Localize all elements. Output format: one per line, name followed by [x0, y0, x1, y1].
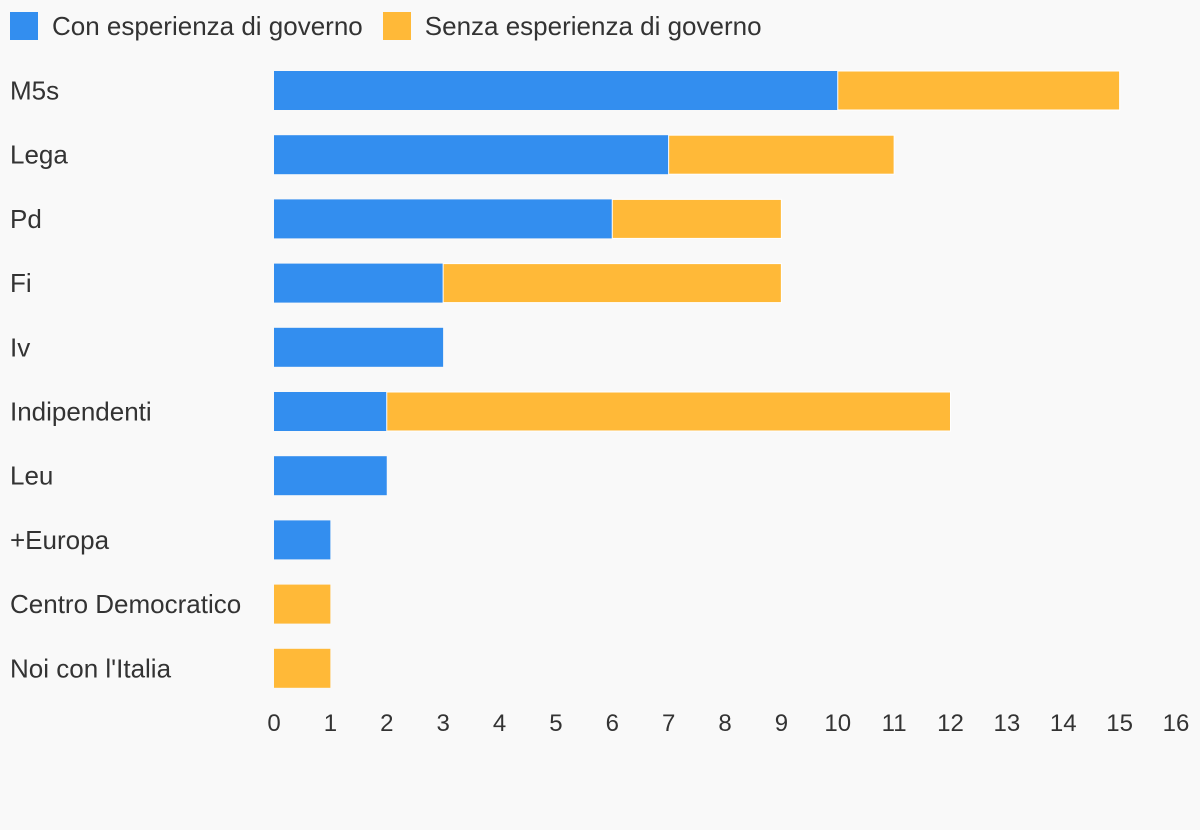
x-tick-label-8: 8 [718, 710, 731, 737]
bar-m5s-series-2 [837, 70, 1121, 111]
x-tick-label-4: 4 [493, 710, 506, 737]
category-label-indipendenti: Indipendenti [10, 397, 152, 427]
x-tick-label-12: 12 [937, 710, 964, 737]
bar-lega-series-2 [668, 134, 895, 175]
legend-swatch-senza-esperienza [382, 12, 411, 40]
category-label-fi: Fi [10, 268, 32, 298]
category-label-europa: +Europa [10, 525, 110, 555]
bar-centro-democratico-series-2 [274, 584, 331, 624]
x-tick-label-2: 2 [380, 710, 393, 737]
bar-pd-series-2 [611, 198, 782, 239]
category-label-lega: Lega [10, 140, 68, 170]
category-label-m5s: M5s [10, 76, 59, 106]
bar-fi-series-2 [442, 263, 782, 304]
bar-fi-series-1 [274, 263, 444, 303]
x-tick-label-10: 10 [824, 710, 851, 737]
category-label-pd: Pd [10, 204, 42, 234]
x-tick-label-1: 1 [324, 710, 337, 737]
bar-leu-series-1 [274, 456, 387, 496]
category-label-centro-democratico: Centro Democratico [10, 589, 241, 619]
x-tick-label-15: 15 [1106, 710, 1133, 737]
legend-label-con-esperienza: Con esperienza di governo [52, 11, 363, 41]
x-tick-label-6: 6 [606, 710, 619, 737]
x-tick-label-14: 14 [1050, 710, 1077, 737]
category-label-noi-con-l-italia: Noi con l'Italia [10, 653, 172, 683]
bar-indipendenti-series-2 [386, 391, 951, 432]
x-tick-label-0: 0 [267, 710, 280, 737]
legend-item-senza-esperienza: Senza esperienza di governo [382, 8, 762, 44]
x-tick-label-7: 7 [662, 710, 675, 737]
x-tick-label-5: 5 [549, 710, 562, 737]
bar-iv-series-1 [274, 327, 444, 367]
chart-legend: Con esperienza di governo Senza esperien… [10, 8, 782, 44]
legend-swatch-con-esperienza [10, 12, 38, 40]
bar-pd-series-1 [274, 199, 613, 239]
bar-europa-series-1 [274, 520, 331, 560]
x-tick-label-11: 11 [882, 710, 907, 737]
x-tick-label-3: 3 [436, 710, 449, 737]
bar-m5s-series-1 [274, 71, 838, 110]
bar-indipendenti-series-1 [274, 392, 387, 431]
bar-noi-con-l-italia-series-2 [274, 648, 331, 688]
x-tick-label-9: 9 [775, 710, 788, 737]
category-label-iv: Iv [10, 332, 30, 362]
bar-lega-series-1 [274, 135, 669, 175]
x-tick-label-16: 16 [1163, 710, 1190, 737]
legend-label-senza-esperienza: Senza esperienza di governo [424, 11, 762, 41]
x-tick-label-13: 13 [994, 710, 1021, 737]
category-label-leu: Leu [10, 461, 53, 491]
legend-item-con-esperienza: Con esperienza di governo [10, 8, 363, 44]
